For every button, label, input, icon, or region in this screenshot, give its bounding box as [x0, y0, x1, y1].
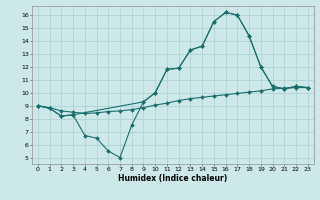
X-axis label: Humidex (Indice chaleur): Humidex (Indice chaleur)	[118, 174, 228, 183]
